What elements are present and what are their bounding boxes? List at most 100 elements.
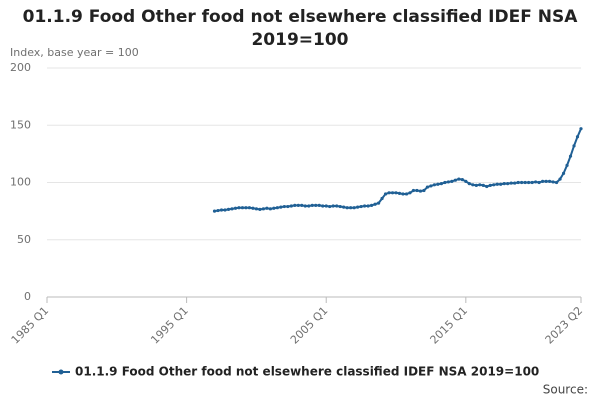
point [467,182,471,186]
point [509,181,513,185]
x-tick-label: 1995 Q1 [148,304,191,347]
point [219,208,224,212]
point [453,178,457,182]
point [240,206,245,210]
point [261,207,265,211]
point [254,207,259,211]
x-tick-label: 2015 Q1 [428,304,471,347]
point [349,206,353,210]
point [338,204,342,209]
point [303,204,307,208]
point [223,208,227,212]
point [212,209,217,213]
point [474,183,478,187]
point [502,182,506,186]
point [506,182,510,186]
point [289,204,293,208]
x-tick-label: 1985 Q1 [9,304,52,347]
y-tick-label: 200 [10,61,31,74]
point [520,180,524,185]
y-tick-label: 150 [10,118,31,131]
point [478,183,482,187]
point [369,203,374,207]
y-tick-label: 100 [10,176,31,189]
point [317,203,321,207]
y-tick-label: 0 [24,290,31,303]
point [471,183,475,187]
point [547,179,552,183]
point [216,208,220,213]
point [541,179,545,183]
y-axis-label: Index, base year = 100 [10,46,139,59]
point [296,203,300,207]
point [286,204,290,209]
source: Source: [543,383,588,397]
point [359,204,363,209]
point [300,203,304,207]
point [516,180,520,185]
point [488,183,492,187]
point [383,192,388,196]
point [275,206,279,210]
point [429,184,433,188]
point [328,204,332,209]
point [387,191,391,195]
point [233,206,238,210]
point [376,201,381,205]
point [310,203,314,207]
point [443,180,447,185]
point [425,185,430,189]
point [394,191,398,195]
point [282,204,286,209]
point [237,206,241,210]
point [481,183,485,187]
point [499,182,503,186]
point [293,203,297,207]
point [265,206,269,210]
point [331,204,335,208]
point [554,180,559,185]
legend-marker [58,369,64,375]
point [446,180,450,184]
point [404,192,409,196]
point [432,183,437,187]
point [527,180,531,185]
point [418,189,423,193]
point [575,135,580,139]
point [324,204,328,208]
point [314,203,318,207]
point [401,192,405,196]
y-tick-label: 50 [17,233,31,246]
point [460,178,464,182]
point [380,196,384,201]
point [345,206,349,210]
point [258,207,262,212]
point [356,205,360,209]
point [523,180,527,185]
point [268,207,272,211]
point [530,180,534,185]
point [408,191,412,195]
point [390,191,395,195]
point [307,204,311,208]
point [579,127,583,131]
point [363,204,367,208]
chart-title: 01.1.9 Food Other food not elsewhere cla… [22,7,578,50]
point [397,191,402,195]
point [247,206,252,210]
point [513,181,517,185]
point [544,179,548,183]
point [572,144,576,148]
point [251,206,255,210]
x-tick-label: 2023 Q2 [543,304,586,347]
point [558,177,562,181]
point [366,204,370,208]
point [411,188,416,193]
point [415,188,419,193]
point [244,206,248,210]
point [457,177,461,181]
point [272,206,276,210]
point [551,180,555,184]
point [450,179,454,183]
